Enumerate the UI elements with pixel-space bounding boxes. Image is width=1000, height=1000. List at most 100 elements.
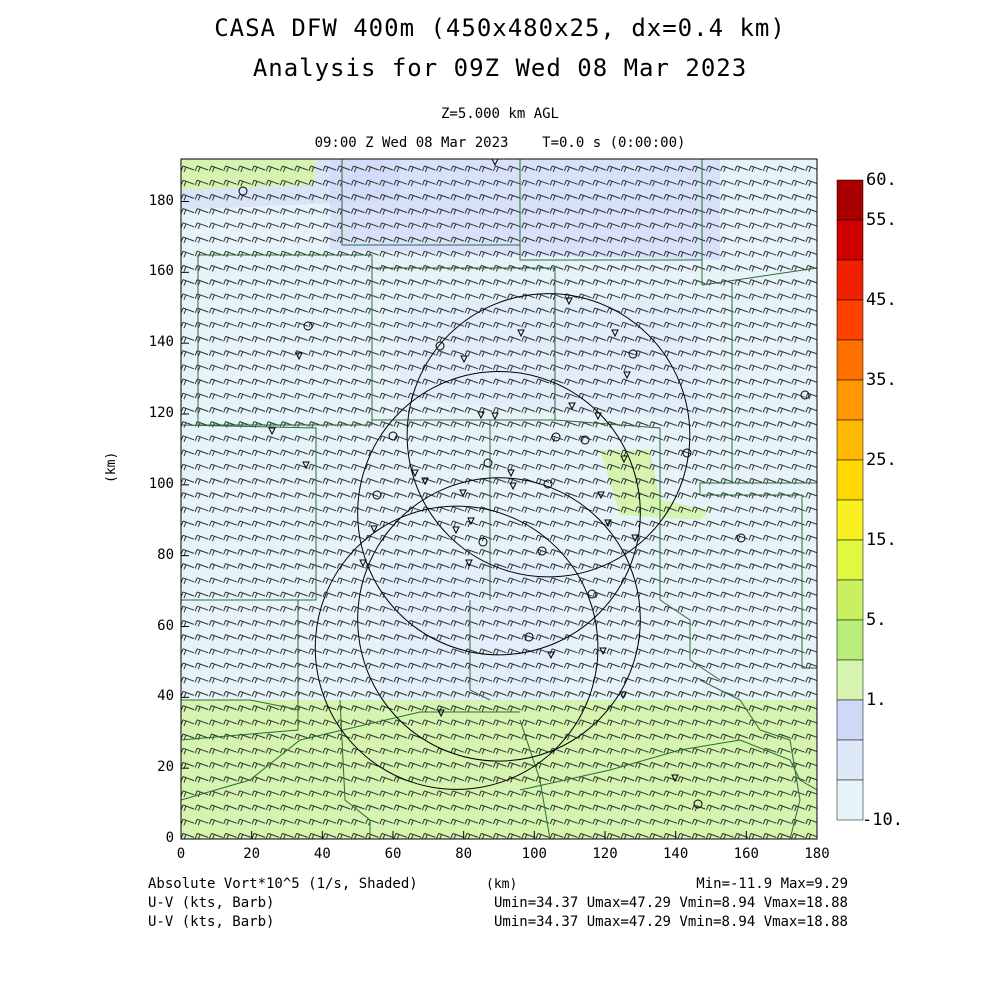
wind-barb — [492, 463, 507, 471]
wind-barb — [507, 619, 521, 627]
colorbar-segment — [836, 739, 864, 781]
wind-barb — [294, 577, 308, 584]
wind-barb — [365, 705, 379, 712]
title-line-2: Analysis for 09Z Wed 08 Mar 2023 — [252, 54, 748, 82]
wind-barb — [450, 648, 464, 655]
wind-barb — [549, 818, 564, 826]
wind-barb — [223, 662, 237, 670]
wind-barb — [649, 321, 663, 329]
wind-barb — [549, 690, 564, 698]
wind-barb — [365, 591, 379, 599]
wind-barb — [677, 506, 692, 513]
wind-barb — [194, 676, 209, 684]
wind-barb — [194, 605, 209, 613]
wind-barb — [294, 804, 308, 812]
wind-barb — [350, 307, 365, 315]
wind-barb — [237, 279, 251, 286]
wind-barb — [407, 634, 422, 641]
wind-barb — [677, 392, 692, 400]
wind-barb — [450, 676, 464, 684]
wind-barb — [251, 577, 266, 584]
wind-barb — [393, 676, 408, 684]
wind-barb — [279, 378, 294, 386]
wind-barb — [322, 804, 337, 812]
wind-barb — [578, 804, 592, 812]
wind-barb — [322, 293, 337, 300]
wind-barb — [663, 335, 677, 343]
wind-barb — [322, 264, 337, 272]
wind-barb — [208, 307, 223, 315]
wind-barb — [563, 747, 578, 755]
wind-barb — [663, 577, 677, 584]
wind-barb — [620, 719, 635, 726]
wind-barb — [194, 165, 209, 173]
wind-barb — [507, 378, 521, 386]
wind-barb — [350, 222, 365, 229]
wind-barb — [237, 165, 251, 173]
wind-barb — [336, 264, 351, 272]
wind-barb — [208, 335, 223, 343]
wind-barb — [308, 634, 322, 641]
wind-barb — [521, 279, 535, 286]
wind-barb — [208, 364, 223, 371]
wind-barb — [294, 222, 308, 229]
wind-barb — [393, 690, 408, 698]
wind-barb — [507, 662, 521, 670]
wind-barb — [748, 307, 763, 315]
wind-barb — [748, 676, 763, 684]
wind-barb — [791, 307, 805, 315]
wind-barb — [322, 605, 337, 613]
wind-barb — [308, 719, 322, 726]
wind-barb — [549, 492, 564, 499]
wind-barb — [492, 690, 507, 698]
wind-barb — [677, 179, 692, 187]
wind-barb — [208, 435, 223, 442]
wind-barb — [634, 548, 649, 556]
wind-barb — [634, 264, 649, 272]
wind-barb — [620, 634, 635, 641]
wind-barb — [407, 804, 422, 812]
wind-barb — [265, 264, 280, 272]
wind-barb — [578, 449, 592, 457]
wind-barb — [208, 747, 223, 755]
wind-barb — [776, 279, 791, 286]
wind-barb — [620, 279, 635, 286]
wind-barb — [762, 634, 777, 641]
wind-barb — [407, 605, 422, 613]
wind-barb — [336, 761, 351, 769]
wind-barb — [421, 719, 436, 726]
wind-barb — [265, 208, 280, 215]
wind-barb — [365, 761, 379, 769]
wind-barb — [578, 634, 592, 641]
wind-barb — [450, 719, 464, 726]
wind-barb — [606, 506, 621, 513]
wind-barb — [279, 761, 294, 769]
wind-barb — [365, 634, 379, 641]
x-tick-label: 100 — [521, 846, 547, 862]
wind-barb — [578, 520, 592, 528]
wind-barb — [294, 435, 308, 442]
wind-barb — [393, 463, 408, 471]
wind-barb — [407, 350, 422, 357]
wind-barb — [365, 520, 379, 528]
wind-barb — [663, 662, 677, 670]
wind-barb — [507, 392, 521, 400]
wind-barb — [734, 193, 748, 201]
wind-barb — [322, 761, 337, 769]
wind-barb — [421, 193, 436, 201]
wind-barb — [776, 605, 791, 613]
wind-barb — [776, 421, 791, 428]
wind-barb — [421, 335, 436, 343]
wind-barb — [492, 321, 507, 329]
wind-barb — [634, 761, 649, 769]
wind-barb — [720, 662, 734, 670]
wind-barb — [464, 818, 479, 826]
wind-barb — [492, 378, 507, 386]
wind-barb — [521, 563, 535, 570]
wind-barb — [748, 804, 763, 812]
wind-barb — [762, 563, 777, 570]
wind-barb — [393, 506, 408, 513]
wind-barb — [237, 648, 251, 655]
wind-barb — [691, 477, 706, 485]
wind-barb — [492, 222, 507, 229]
